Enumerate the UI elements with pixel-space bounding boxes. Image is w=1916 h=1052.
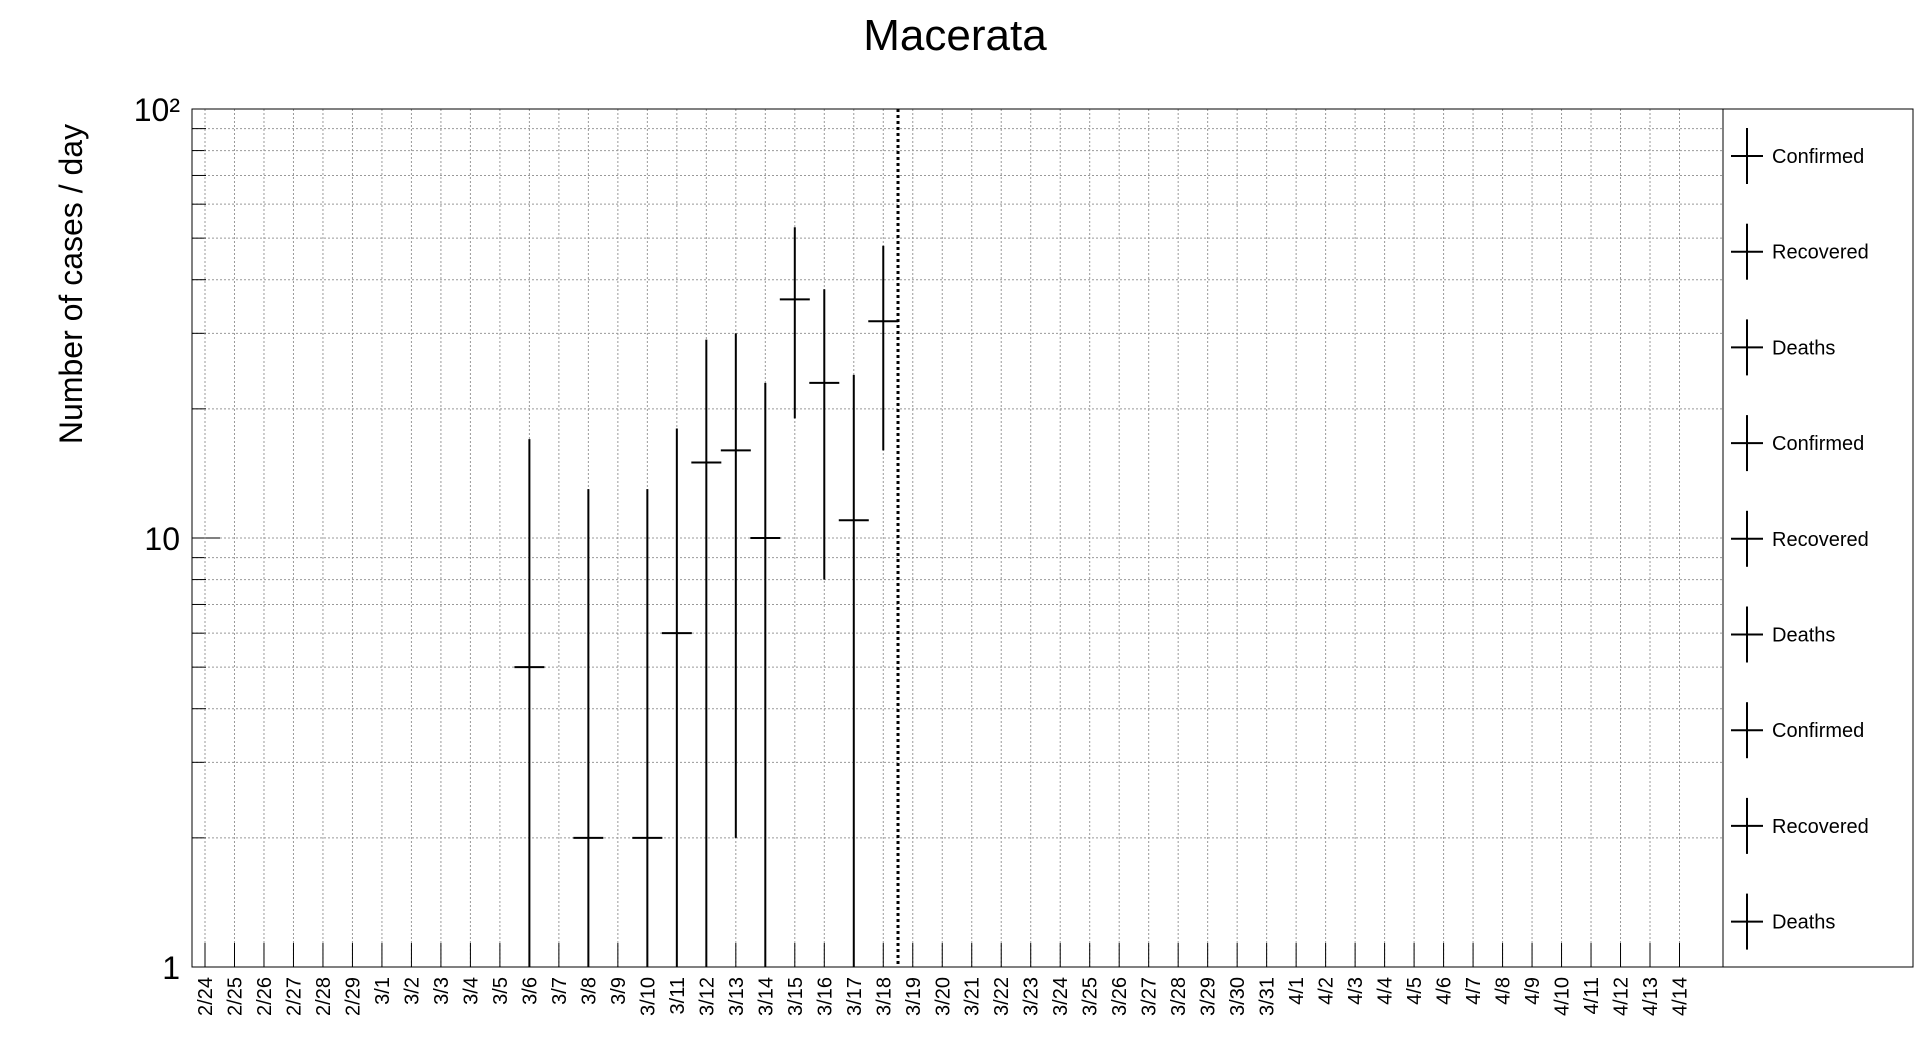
x-tick-label: 3/12 <box>696 977 718 1016</box>
x-tick-label: 3/31 <box>1257 977 1279 1016</box>
x-tick-label: 3/30 <box>1227 977 1249 1016</box>
legend-label: Deaths <box>1772 912 1835 934</box>
legend-label: Confirmed <box>1772 433 1864 455</box>
x-tick-label: 4/9 <box>1522 977 1544 1005</box>
y-axis-label: Number of cases / day <box>53 124 89 444</box>
x-tick-label: 3/20 <box>932 977 954 1016</box>
x-tick-label: 3/25 <box>1080 977 1102 1016</box>
x-tick-label: 4/13 <box>1640 977 1662 1016</box>
x-tick-label: 3/1 <box>372 977 394 1005</box>
x-tick-label: 4/11 <box>1581 977 1603 1014</box>
x-tick-label: 3/2 <box>401 977 423 1005</box>
legend-label: Confirmed <box>1772 146 1864 168</box>
x-tick-label: 3/14 <box>755 977 777 1016</box>
x-tick-label: 3/23 <box>1021 977 1043 1016</box>
x-tick-label: 3/6 <box>519 977 541 1005</box>
legend-label: Deaths <box>1772 337 1835 359</box>
y-tick-label: 10 <box>144 521 180 557</box>
x-tick-label: 4/6 <box>1434 977 1456 1005</box>
x-tick-label: 3/8 <box>578 977 600 1005</box>
y-tick-label: 1 <box>162 950 180 986</box>
x-tick-label: 3/19 <box>903 977 925 1016</box>
legend-label: Recovered <box>1772 242 1869 264</box>
x-tick-label: 4/7 <box>1463 977 1485 1005</box>
x-tick-label: 4/2 <box>1316 977 1338 1005</box>
x-tick-label: 2/28 <box>313 977 335 1016</box>
x-tick-label: 4/4 <box>1375 977 1397 1005</box>
x-tick-label: 4/14 <box>1670 977 1692 1016</box>
legend-label: Recovered <box>1772 529 1869 551</box>
x-tick-label: 3/24 <box>1050 977 1072 1016</box>
x-tick-label: 3/21 <box>962 977 984 1016</box>
x-tick-label: 3/17 <box>844 977 866 1016</box>
x-tick-label: 4/1 <box>1286 977 1308 1005</box>
y-tick-label: 10² <box>134 92 181 128</box>
x-tick-label: 3/28 <box>1168 977 1190 1016</box>
x-tick-label: 2/25 <box>224 977 246 1016</box>
x-tick-label: 3/16 <box>814 977 836 1016</box>
x-tick-label: 2/27 <box>283 977 305 1016</box>
x-tick-label: 4/3 <box>1345 977 1367 1005</box>
legend-label: Recovered <box>1772 816 1869 838</box>
x-tick-label: 3/11 <box>667 977 689 1014</box>
x-tick-label: 3/15 <box>785 977 807 1016</box>
x-tick-label: 3/27 <box>1139 977 1161 1016</box>
x-tick-label: 3/29 <box>1198 977 1220 1016</box>
legend-label: Confirmed <box>1772 720 1864 742</box>
x-tick-label: 3/4 <box>460 977 482 1005</box>
x-tick-label: 4/12 <box>1611 977 1633 1016</box>
x-tick-label: 3/10 <box>637 977 659 1016</box>
x-tick-label: 3/3 <box>431 977 453 1005</box>
x-tick-label: 3/18 <box>873 977 895 1016</box>
x-tick-label: 4/5 <box>1404 977 1426 1005</box>
x-tick-label: 2/26 <box>254 977 276 1016</box>
chart-title: Macerata <box>863 11 1047 60</box>
x-tick-label: 3/22 <box>991 977 1013 1016</box>
x-tick-label: 3/7 <box>549 977 571 1005</box>
x-tick-label: 2/29 <box>342 977 364 1016</box>
x-tick-label: 3/26 <box>1109 977 1131 1016</box>
x-tick-label: 2/24 <box>195 977 217 1016</box>
legend-label: Deaths <box>1772 625 1835 647</box>
x-tick-label: 4/8 <box>1493 977 1515 1005</box>
x-tick-label: 3/9 <box>608 977 630 1005</box>
x-tick-label: 3/5 <box>490 977 512 1005</box>
x-tick-label: 3/13 <box>726 977 748 1016</box>
x-tick-label: 4/10 <box>1552 977 1574 1016</box>
